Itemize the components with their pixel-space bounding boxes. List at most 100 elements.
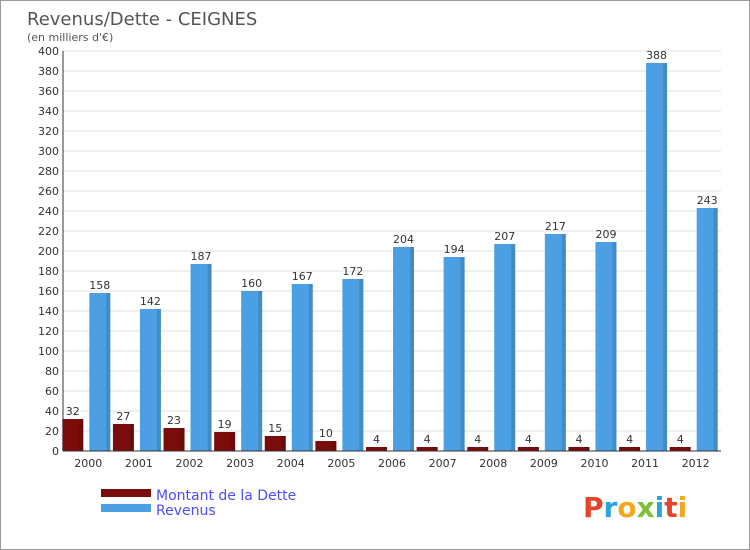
y-tick-label-320: 320 xyxy=(38,125,59,138)
y-tick-label-160: 160 xyxy=(38,285,59,298)
data-label-dette-2006: 4 xyxy=(373,433,380,446)
y-tick-label-180: 180 xyxy=(38,265,59,278)
y-tick-label-20: 20 xyxy=(45,425,59,438)
data-label-dette-2000: 32 xyxy=(66,405,80,418)
logo-letter: P xyxy=(583,491,604,524)
data-label-revenus-2012: 243 xyxy=(697,194,718,207)
y-tick-label-80: 80 xyxy=(45,365,59,378)
bar-dette-2010 xyxy=(568,447,590,451)
logo-letter: t xyxy=(664,491,677,524)
data-label-revenus-2006: 204 xyxy=(393,233,414,246)
x-tick-label-2002: 2002 xyxy=(176,457,204,470)
y-tick-label-40: 40 xyxy=(45,405,59,418)
legend-label-debt: Montant de la Dette xyxy=(156,488,296,504)
bar-revenus-shade-2002 xyxy=(207,264,212,451)
data-label-revenus-2002: 187 xyxy=(191,250,212,263)
bar-dette-shade-2000 xyxy=(79,419,84,451)
bar-dette-shade-2007 xyxy=(433,447,438,451)
legend-swatch-revenus xyxy=(101,504,151,512)
bar-revenus-shade-2010 xyxy=(612,242,617,451)
x-tick-label-2008: 2008 xyxy=(479,457,507,470)
y-tick-label-260: 260 xyxy=(38,185,59,198)
legend-label-revenus: Revenus xyxy=(156,503,216,519)
bar-dette-2001 xyxy=(112,424,134,451)
bars xyxy=(62,63,718,451)
data-label-revenus-2004: 167 xyxy=(292,270,313,283)
data-label-revenus-2005: 172 xyxy=(342,265,363,278)
bar-dette-shade-2012 xyxy=(686,447,691,451)
data-label-dette-2003: 19 xyxy=(218,418,232,431)
data-label-revenus-2008: 207 xyxy=(494,230,515,243)
x-tick-label-2000: 2000 xyxy=(74,457,102,470)
y-axis-ticks: 0 20 40 60 80 100 120 140 160 180 200 220 240 260 280 3… xyxy=(38,45,59,458)
bar-revenus-shade-2011 xyxy=(663,63,668,451)
logo-letter: i xyxy=(655,491,665,524)
bar-dette-2009 xyxy=(517,447,539,451)
bar-revenus-2001 xyxy=(139,309,161,451)
bar-dette-shade-2002 xyxy=(180,428,185,451)
y-tick-label-100: 100 xyxy=(38,345,59,358)
data-label-revenus-2000: 158 xyxy=(89,279,110,292)
bar-dette-shade-2011 xyxy=(636,447,641,451)
gridlines xyxy=(63,50,721,452)
bar-dette-2003 xyxy=(214,432,236,451)
x-tick-label-2011: 2011 xyxy=(631,457,659,470)
x-tick-label-2003: 2003 xyxy=(226,457,254,470)
bar-revenus-shade-2009 xyxy=(561,234,566,451)
data-label-dette-2001: 27 xyxy=(116,410,130,423)
bar-dette-2008 xyxy=(467,447,489,451)
y-tick-label-140: 140 xyxy=(38,305,59,318)
data-label-dette-2007: 4 xyxy=(424,433,431,446)
bar-revenus-shade-2006 xyxy=(410,247,414,451)
bar-dette-2002 xyxy=(163,428,185,451)
bar-dette-2007 xyxy=(416,447,438,451)
bar-revenus-2008 xyxy=(494,244,516,451)
bar-revenus-2012 xyxy=(696,208,718,451)
bar-dette-shade-2005 xyxy=(332,441,337,451)
bar-revenus-shade-2012 xyxy=(713,208,718,451)
bar-dette-2006 xyxy=(366,447,387,451)
bar-dette-2011 xyxy=(619,447,641,451)
x-tick-label-2004: 2004 xyxy=(277,457,305,470)
data-label-dette-2010: 4 xyxy=(575,433,582,446)
bar-revenus-2003 xyxy=(241,291,263,451)
bar-revenus-2006 xyxy=(393,247,414,451)
chart-subtitle: (en milliers d'€) xyxy=(27,31,113,44)
y-tick-label-360: 360 xyxy=(38,85,59,98)
data-labels: 32 158 27 142 23 187 19 160 15 167 10 172 4 204 4 194 4 2… xyxy=(66,49,718,446)
y-tick-label-280: 280 xyxy=(38,165,59,178)
data-label-dette-2004: 15 xyxy=(268,422,282,435)
y-tick-label-220: 220 xyxy=(38,225,59,238)
y-tick-label-0: 0 xyxy=(52,445,59,458)
legend-swatch-debt xyxy=(101,489,151,497)
bar-revenus-2009 xyxy=(544,234,566,451)
logo-letter: x xyxy=(637,491,655,524)
bar-revenus-shade-2007 xyxy=(460,257,465,451)
legend: Montant de la Dette Revenus xyxy=(101,488,296,519)
bar-dette-shade-2001 xyxy=(129,424,134,451)
x-tick-label-2005: 2005 xyxy=(327,457,355,470)
bar-dette-shade-2003 xyxy=(231,432,236,451)
data-label-revenus-2011: 388 xyxy=(646,49,667,62)
data-label-revenus-2010: 209 xyxy=(595,228,616,241)
y-tick-label-200: 200 xyxy=(38,245,59,258)
bar-dette-2005 xyxy=(315,441,337,451)
bar-revenus-shade-2005 xyxy=(359,279,364,451)
bar-revenus-shade-2008 xyxy=(511,244,516,451)
bar-revenus-2000 xyxy=(89,293,111,451)
data-label-dette-2009: 4 xyxy=(525,433,532,446)
chart-title: Revenus/Dette - CEIGNES xyxy=(27,9,257,30)
x-tick-label-2010: 2010 xyxy=(580,457,608,470)
axes xyxy=(62,51,721,452)
y-tick-label-380: 380 xyxy=(38,65,59,78)
bar-dette-shade-2004 xyxy=(281,436,286,451)
bar-revenus-shade-2003 xyxy=(258,291,263,451)
y-tick-label-300: 300 xyxy=(38,145,59,158)
data-label-dette-2005: 10 xyxy=(319,427,333,440)
logo-letter: i xyxy=(678,491,688,524)
y-tick-label-120: 120 xyxy=(38,325,59,338)
bar-dette-2000 xyxy=(62,419,84,451)
proxiti-logo: Proxiti xyxy=(583,491,687,524)
data-label-dette-2002: 23 xyxy=(167,414,181,427)
